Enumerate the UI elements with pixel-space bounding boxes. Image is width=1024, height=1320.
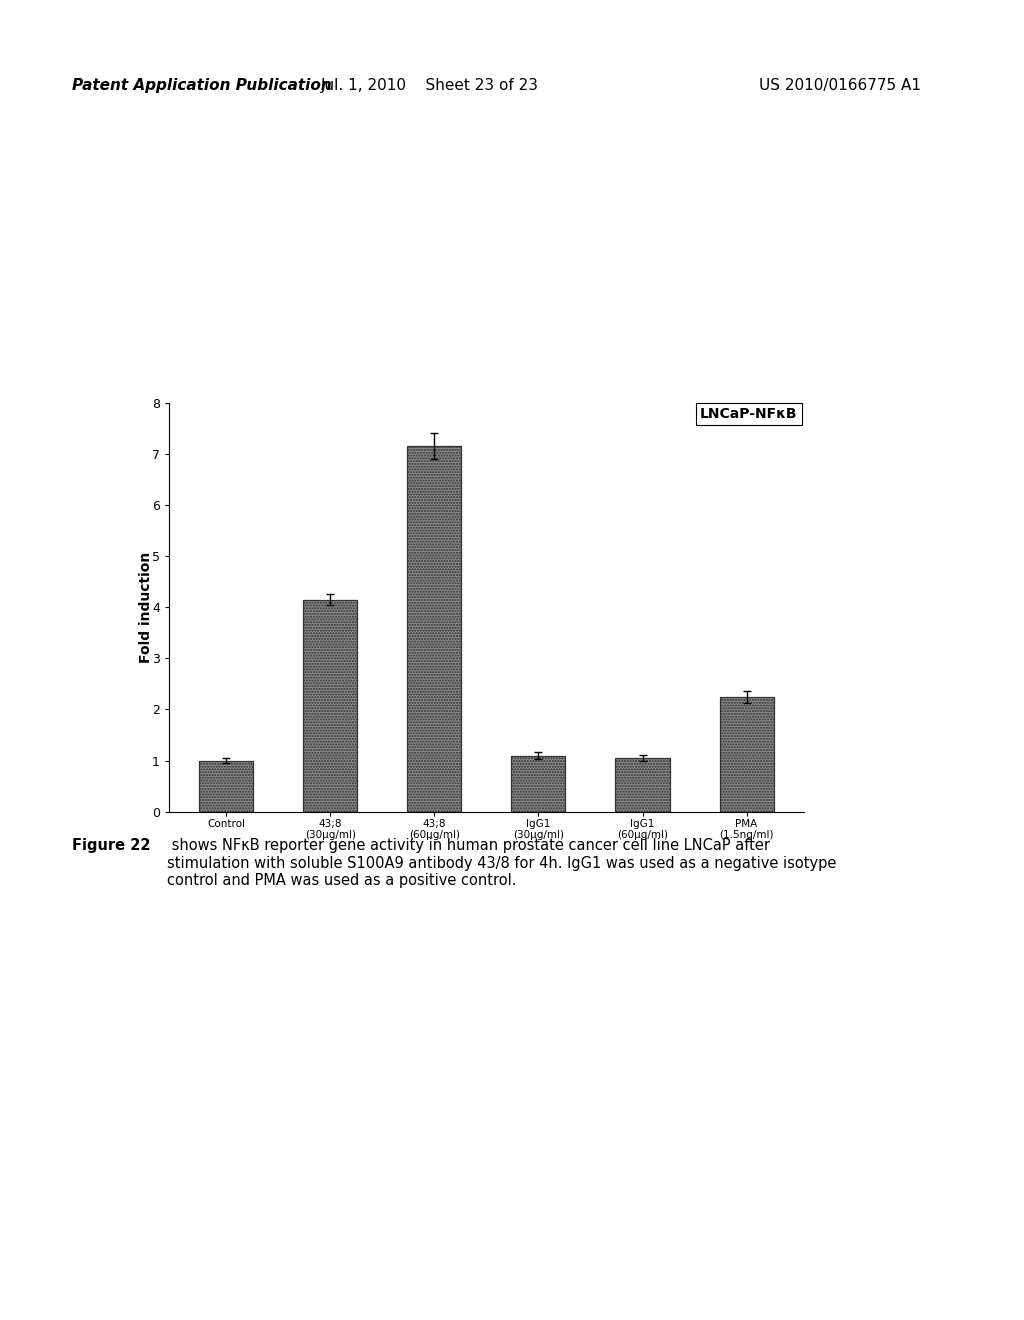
Text: LNCaP-NFκB: LNCaP-NFκB <box>700 407 798 421</box>
Bar <box>511 755 565 812</box>
Bar <box>408 446 462 812</box>
Bar <box>720 697 774 812</box>
Text: US 2010/0166775 A1: US 2010/0166775 A1 <box>759 78 921 94</box>
Bar <box>615 758 670 812</box>
Bar <box>303 599 357 812</box>
Bar <box>408 446 462 812</box>
Bar <box>199 760 253 812</box>
Bar <box>720 697 774 812</box>
Text: Patent Application Publication: Patent Application Publication <box>72 78 332 94</box>
Text: shows NFκB reporter gene activity in human prostate cancer cell line LNCaP after: shows NFκB reporter gene activity in hum… <box>167 838 837 888</box>
Bar <box>303 599 357 812</box>
Text: Figure 22: Figure 22 <box>72 838 151 853</box>
Bar <box>199 760 253 812</box>
Text: Jul. 1, 2010    Sheet 23 of 23: Jul. 1, 2010 Sheet 23 of 23 <box>322 78 539 94</box>
Y-axis label: Fold induction: Fold induction <box>139 552 154 663</box>
Bar <box>511 755 565 812</box>
Bar <box>615 758 670 812</box>
